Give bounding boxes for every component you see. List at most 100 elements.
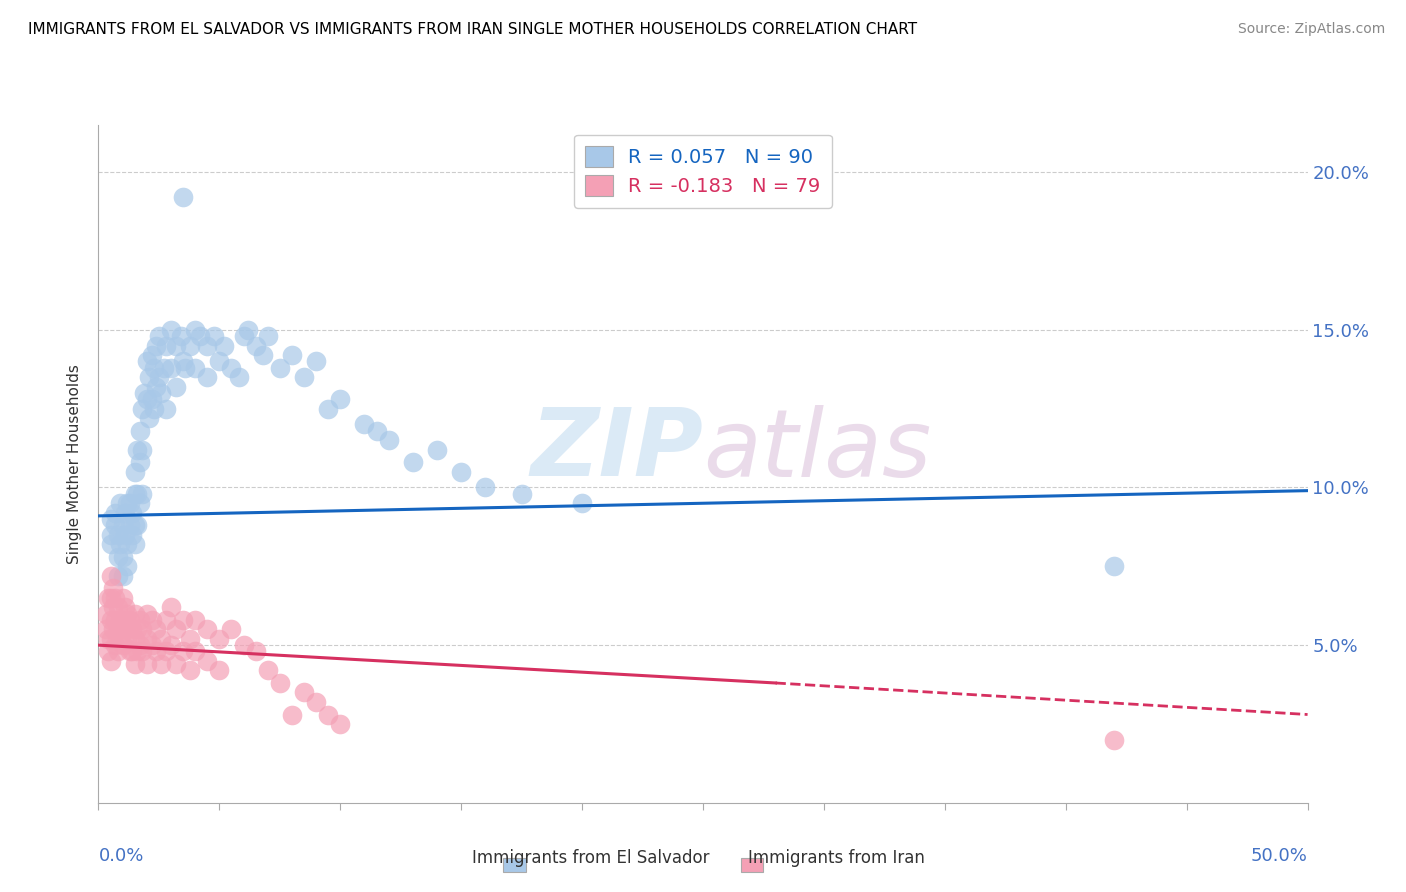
Point <box>426 442 449 457</box>
Point <box>101 623 124 637</box>
Point <box>232 638 254 652</box>
Point <box>108 632 131 646</box>
Text: IMMIGRANTS FROM EL SALVADOR VS IMMIGRANTS FROM IRAN SINGLE MOTHER HOUSEHOLDS COR: IMMIGRANTS FROM EL SALVADOR VS IMMIGRANT… <box>28 22 917 37</box>
Point <box>353 417 375 432</box>
Point <box>155 338 177 352</box>
Point <box>100 537 122 551</box>
Point <box>104 613 127 627</box>
Point <box>155 644 177 658</box>
Point <box>366 424 388 438</box>
Point <box>474 481 496 495</box>
Point <box>111 638 134 652</box>
Point <box>292 685 315 699</box>
Text: Immigrants from El Salvador: Immigrants from El Salvador <box>472 849 709 867</box>
Point <box>104 506 127 520</box>
Point <box>145 623 167 637</box>
Point <box>138 370 160 384</box>
Point <box>143 401 166 416</box>
Point <box>114 506 136 520</box>
Text: atlas: atlas <box>703 405 931 496</box>
Point <box>111 613 134 627</box>
Point <box>128 638 150 652</box>
Point <box>150 385 173 400</box>
Point <box>107 568 129 582</box>
Point <box>184 613 207 627</box>
Legend: R = 0.057   N = 90, R = -0.183   N = 79: R = 0.057 N = 90, R = -0.183 N = 79 <box>574 135 832 208</box>
Point <box>141 348 163 362</box>
Point <box>104 591 127 605</box>
Point <box>179 664 201 678</box>
Point <box>172 613 194 627</box>
Point <box>100 613 122 627</box>
Point <box>402 455 425 469</box>
Point <box>121 623 143 637</box>
Point <box>114 600 136 615</box>
Point <box>107 549 129 564</box>
Point <box>128 424 150 438</box>
Point <box>179 338 201 352</box>
Point <box>101 582 124 596</box>
Point <box>107 623 129 637</box>
Point <box>281 348 304 362</box>
Point <box>208 632 231 646</box>
Text: 0.0%: 0.0% <box>98 847 143 865</box>
Point <box>108 613 131 627</box>
Point <box>221 623 243 637</box>
Point <box>118 496 141 510</box>
Point <box>97 632 120 646</box>
Point <box>184 644 207 658</box>
Point <box>329 392 352 407</box>
Point <box>195 623 218 637</box>
Point <box>135 354 157 368</box>
Point <box>128 613 150 627</box>
Point <box>160 360 183 375</box>
Point <box>329 717 352 731</box>
Point <box>305 354 328 368</box>
Point <box>172 190 194 204</box>
Point <box>143 360 166 375</box>
Point <box>124 607 146 621</box>
Point <box>131 644 153 658</box>
Y-axis label: Single Mother Households: Single Mother Households <box>67 364 83 564</box>
Point <box>172 644 194 658</box>
Point <box>104 518 127 533</box>
Point <box>155 401 177 416</box>
Point <box>100 528 122 542</box>
Point <box>117 496 139 510</box>
Point <box>135 632 157 646</box>
Text: Source: ZipAtlas.com: Source: ZipAtlas.com <box>1237 22 1385 37</box>
Point <box>165 657 187 671</box>
Point <box>155 613 177 627</box>
Point <box>131 623 153 637</box>
Point <box>160 323 183 337</box>
Point <box>184 323 207 337</box>
Point <box>184 360 207 375</box>
Point <box>208 664 231 678</box>
Point <box>150 632 173 646</box>
Point <box>117 537 139 551</box>
Point <box>145 338 167 352</box>
Point <box>131 442 153 457</box>
Point <box>160 600 183 615</box>
Point <box>107 644 129 658</box>
Point <box>305 695 328 709</box>
Point <box>188 329 211 343</box>
Point <box>269 360 291 375</box>
Point <box>316 707 339 722</box>
Point <box>114 528 136 542</box>
Point <box>169 329 191 343</box>
Point <box>571 496 593 510</box>
Point <box>172 354 194 368</box>
Point <box>450 465 472 479</box>
Point <box>141 392 163 407</box>
Point <box>195 370 218 384</box>
Point <box>148 370 170 384</box>
Point <box>510 487 533 501</box>
Point <box>121 644 143 658</box>
Point <box>131 487 153 501</box>
Point <box>101 600 124 615</box>
Point <box>232 329 254 343</box>
Point <box>252 348 274 362</box>
Point <box>228 370 250 384</box>
Text: Immigrants from Iran: Immigrants from Iran <box>748 849 925 867</box>
